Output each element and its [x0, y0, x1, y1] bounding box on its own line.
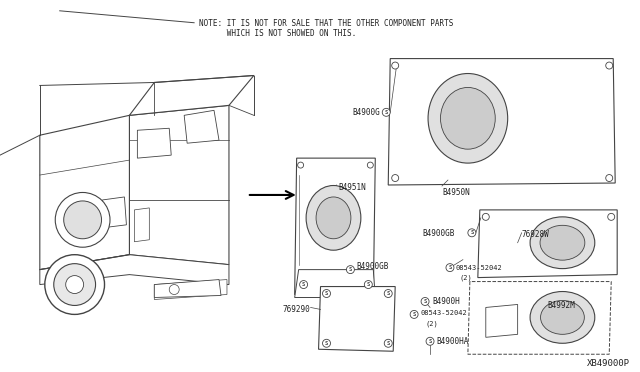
- Ellipse shape: [55, 192, 110, 247]
- Circle shape: [169, 285, 179, 295]
- Text: 08543-52042: 08543-52042: [456, 264, 502, 271]
- Circle shape: [384, 289, 392, 298]
- Polygon shape: [102, 197, 127, 228]
- Ellipse shape: [45, 255, 104, 314]
- Text: B4900HA: B4900HA: [436, 337, 468, 346]
- Circle shape: [421, 298, 429, 305]
- Text: 08543-52042: 08543-52042: [420, 310, 467, 317]
- Polygon shape: [154, 280, 227, 299]
- Polygon shape: [40, 255, 229, 285]
- Text: S: S: [385, 110, 388, 115]
- Text: WHICH IS NOT SHOWED ON THIS.: WHICH IS NOT SHOWED ON THIS.: [199, 29, 356, 38]
- Text: S: S: [387, 291, 390, 296]
- Polygon shape: [478, 210, 617, 278]
- Ellipse shape: [428, 74, 508, 163]
- Text: S: S: [449, 265, 452, 270]
- Polygon shape: [184, 110, 219, 143]
- Text: B4992M: B4992M: [547, 301, 575, 311]
- Circle shape: [608, 214, 614, 220]
- Polygon shape: [129, 76, 254, 115]
- Circle shape: [392, 62, 399, 69]
- Text: 76928W: 76928W: [522, 230, 549, 239]
- Circle shape: [410, 310, 418, 318]
- Text: S: S: [428, 339, 431, 344]
- Ellipse shape: [306, 186, 361, 250]
- Circle shape: [323, 339, 330, 347]
- Ellipse shape: [54, 264, 95, 305]
- Circle shape: [468, 229, 476, 237]
- Polygon shape: [154, 280, 221, 298]
- Ellipse shape: [530, 217, 595, 269]
- Circle shape: [605, 62, 612, 69]
- Circle shape: [605, 174, 612, 182]
- Text: B4950N: B4950N: [442, 188, 470, 197]
- Polygon shape: [138, 128, 172, 158]
- Circle shape: [384, 339, 392, 347]
- Text: S: S: [413, 312, 416, 317]
- Text: S: S: [470, 230, 474, 235]
- Circle shape: [346, 266, 355, 273]
- Text: B4900H: B4900H: [432, 298, 460, 307]
- Text: S: S: [367, 282, 370, 287]
- Polygon shape: [388, 58, 615, 185]
- Ellipse shape: [316, 197, 351, 239]
- Text: S: S: [349, 267, 352, 272]
- Polygon shape: [294, 270, 375, 298]
- Text: S: S: [424, 299, 427, 304]
- Text: B4900G: B4900G: [353, 108, 380, 117]
- Polygon shape: [129, 105, 229, 264]
- Ellipse shape: [66, 276, 84, 294]
- Text: S: S: [302, 282, 305, 287]
- Circle shape: [483, 214, 489, 220]
- Ellipse shape: [64, 201, 102, 239]
- Text: B4900GB: B4900GB: [356, 262, 388, 271]
- Polygon shape: [319, 286, 396, 351]
- Text: S: S: [387, 341, 390, 346]
- Polygon shape: [294, 158, 375, 298]
- Text: (2): (2): [460, 275, 473, 281]
- Text: B4951N: B4951N: [339, 183, 366, 192]
- Ellipse shape: [540, 225, 585, 260]
- Text: B4900GB: B4900GB: [422, 229, 454, 238]
- Ellipse shape: [440, 87, 495, 149]
- Text: S: S: [325, 291, 328, 296]
- Circle shape: [300, 280, 308, 289]
- Ellipse shape: [530, 292, 595, 343]
- Circle shape: [364, 280, 372, 289]
- Circle shape: [426, 337, 434, 345]
- Circle shape: [367, 162, 373, 168]
- Text: S: S: [325, 341, 328, 346]
- Text: (2): (2): [425, 320, 438, 327]
- Circle shape: [446, 264, 454, 272]
- Text: 769290: 769290: [283, 305, 310, 314]
- Polygon shape: [486, 304, 518, 337]
- Circle shape: [392, 174, 399, 182]
- Text: NOTE: IT IS NOT FOR SALE THAT THE OTHER COMPONENT PARTS: NOTE: IT IS NOT FOR SALE THAT THE OTHER …: [199, 19, 454, 28]
- Circle shape: [323, 289, 330, 298]
- Circle shape: [382, 108, 390, 116]
- Polygon shape: [134, 208, 149, 242]
- Polygon shape: [468, 282, 611, 354]
- Ellipse shape: [541, 301, 584, 334]
- Circle shape: [298, 162, 303, 168]
- Text: XB49000P: XB49000P: [588, 359, 630, 368]
- Polygon shape: [40, 115, 129, 270]
